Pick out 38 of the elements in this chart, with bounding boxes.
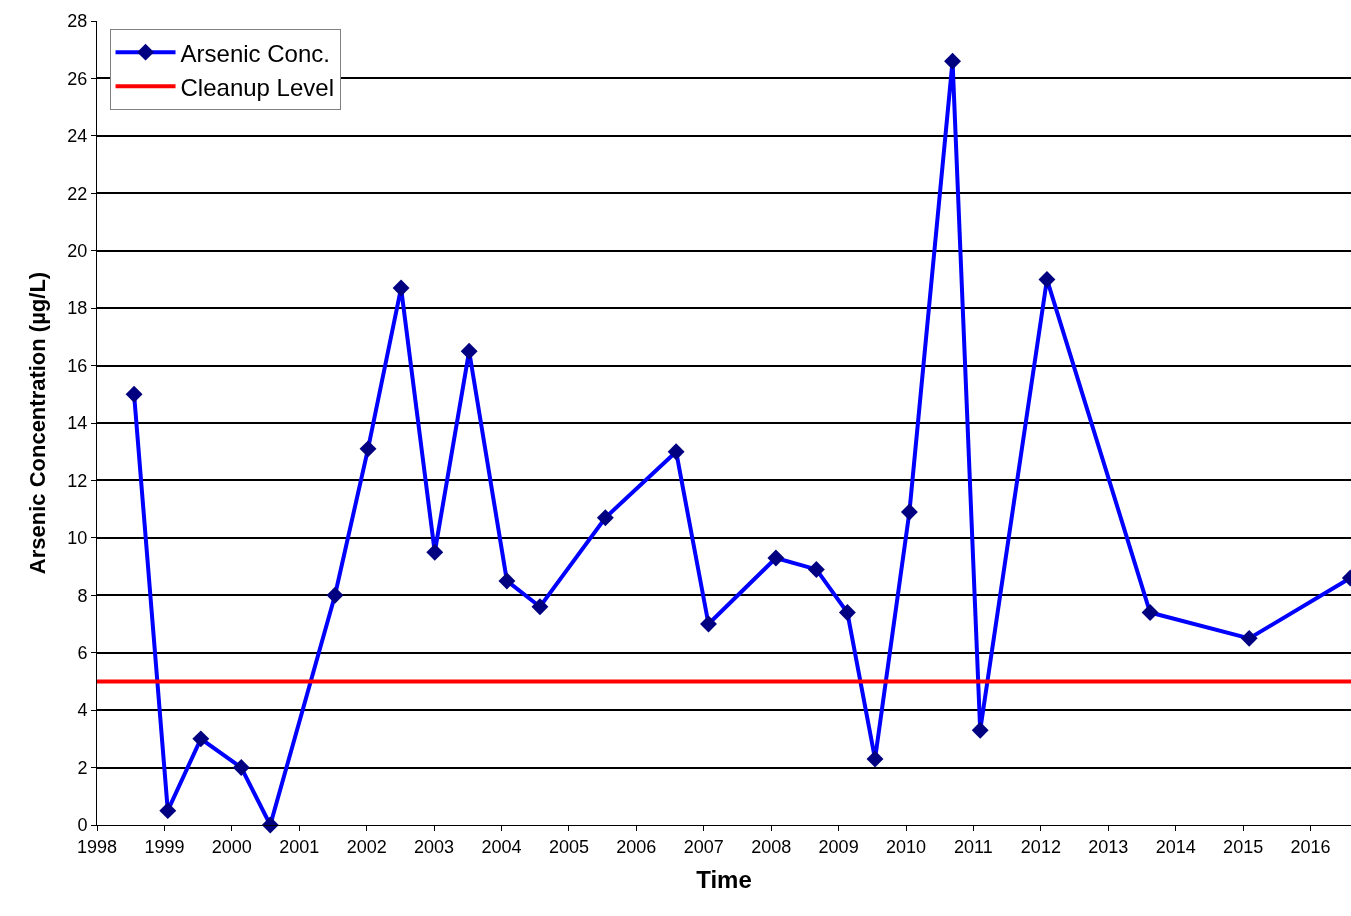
y-tick-label: 20 [67,241,88,262]
y-tick-label: 8 [77,585,88,606]
x-tick-label: 2002 [346,836,387,857]
y-tick-label: 18 [67,298,88,319]
y-tick-label: 12 [67,470,88,491]
legend-label: Arsenic Conc. [180,39,330,67]
y-tick-label: 2 [77,757,88,778]
x-tick-label: 2006 [616,836,657,857]
x-tick-label: 2000 [211,836,252,857]
y-tick-label: 16 [67,355,88,376]
x-tick-label: 2009 [818,836,859,857]
x-tick-label: 2007 [683,836,724,857]
x-tick-label: 1998 [76,836,118,857]
x-tick-label: 2013 [1088,836,1129,857]
y-tick-label: 26 [67,68,88,89]
y-tick-label: 28 [67,11,88,32]
x-tick-label: 1999 [144,836,185,857]
x-tick-label: 2011 [954,836,993,857]
x-tick-label: 2015 [1223,836,1264,857]
x-tick-label: 2005 [548,836,589,857]
x-axis-title: Time [696,865,752,893]
y-axis-title: Arsenic Concentration (µg/L) [25,271,51,575]
y-tick-label: 14 [67,413,88,434]
x-tick-label: 2012 [1020,836,1061,857]
x-tick-label: 2004 [481,836,522,857]
x-tick-label: 2016 [1290,836,1331,857]
y-tick-label: 22 [67,183,88,204]
x-tick-label: 2014 [1155,836,1196,857]
y-tick-label: 24 [67,126,88,147]
x-tick-label: 2003 [414,836,455,857]
x-tick-label: 2008 [751,836,792,857]
legend-label: Cleanup Level [180,73,334,101]
y-tick-label: 4 [77,700,88,721]
y-tick-label: 10 [67,528,88,549]
y-tick-label: 0 [77,815,88,836]
y-tick-label: 6 [77,643,88,664]
x-tick-label: 2001 [279,836,320,857]
x-tick-label: 2010 [886,836,927,857]
